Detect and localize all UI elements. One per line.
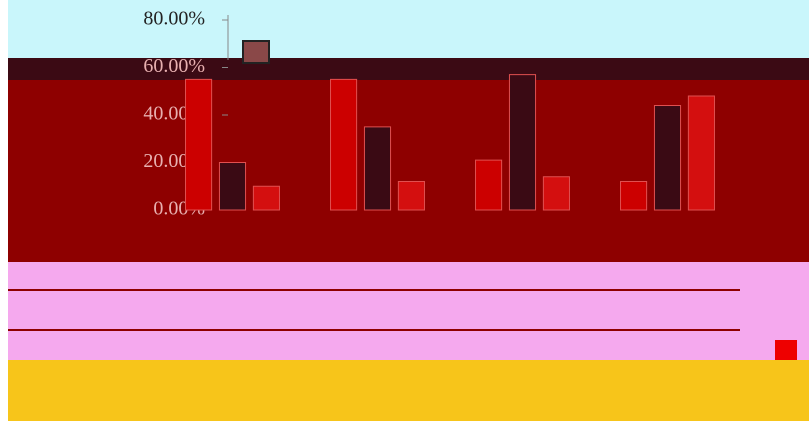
y-tick-label: 60.00%: [143, 55, 205, 77]
bar: [653, 105, 682, 211]
table-band: [8, 262, 809, 360]
bar: [687, 95, 715, 211]
bar: [397, 181, 425, 211]
legend-swatch: [242, 40, 270, 64]
bar: [218, 162, 247, 211]
bar: [363, 126, 392, 211]
y-tick-label: 80.00%: [143, 8, 205, 30]
bar: [252, 185, 280, 211]
bar: [330, 78, 358, 211]
legend-swatch: [775, 340, 797, 360]
bar: [185, 78, 213, 211]
dark-band: [8, 58, 809, 80]
background-top: [8, 0, 809, 58]
table-footer-band: [8, 360, 809, 421]
bar: [620, 181, 648, 211]
bar: [542, 176, 570, 211]
bar: [508, 74, 537, 211]
bar: [475, 159, 503, 211]
